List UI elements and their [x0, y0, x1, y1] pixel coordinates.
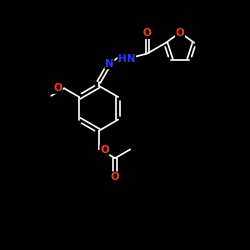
Text: O: O	[54, 83, 62, 93]
Text: N: N	[105, 59, 114, 69]
Text: HN: HN	[118, 54, 136, 64]
Text: O: O	[143, 28, 152, 38]
Text: O: O	[176, 28, 184, 38]
Text: O: O	[100, 145, 109, 155]
Text: O: O	[111, 172, 120, 182]
